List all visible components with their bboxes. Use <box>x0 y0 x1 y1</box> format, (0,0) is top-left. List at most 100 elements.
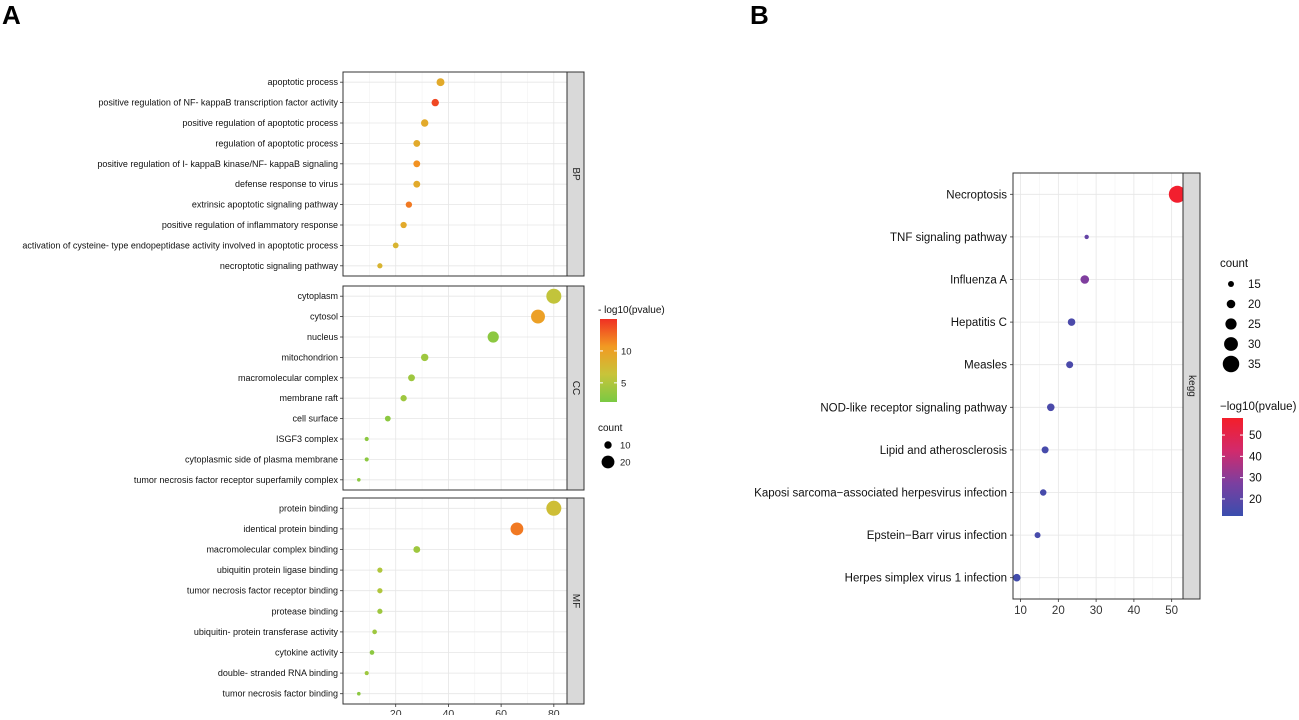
legend-color-title: −log10(pvalue) <box>1220 401 1297 413</box>
term-label: extrinsic apoptotic signaling pathway <box>192 200 339 210</box>
data-point <box>405 201 413 208</box>
term-label: positive regulation of NF- kappaB transc… <box>98 98 338 108</box>
legend-size-label: 20 <box>1248 299 1261 311</box>
data-point <box>546 500 562 516</box>
legend-size-title: count <box>598 423 623 434</box>
legend-size-label: 30 <box>1248 339 1261 351</box>
legend-size-dot <box>1228 281 1234 287</box>
term-label: cell surface <box>292 414 338 424</box>
facet-strip <box>566 285 585 491</box>
x-tick-label: 60 <box>495 708 507 715</box>
data-point <box>400 221 407 229</box>
term-label: Influenza A <box>950 275 1007 287</box>
term-label: double- stranded RNA binding <box>218 668 338 678</box>
legend-size-dot <box>601 455 615 469</box>
legend-size-label: 25 <box>1248 319 1261 331</box>
data-point <box>1066 361 1074 369</box>
legend-colorbar-label: 30 <box>1249 473 1262 485</box>
legend-size-dot <box>1224 337 1238 351</box>
term-label: cytokine activity <box>275 648 339 658</box>
term-label: Necroptosis <box>946 189 1007 201</box>
facet-panel-cc: cytoplasm cytosol nucleus mitochondrion macr… <box>134 285 585 491</box>
data-point <box>364 436 369 442</box>
data-point <box>377 567 383 573</box>
x-tick-label: 20 <box>390 708 402 715</box>
term-label: ubiquitin protein ligase binding <box>217 565 338 575</box>
legend-size-dot <box>1222 355 1240 373</box>
term-label: tumor necrosis factor binding <box>222 689 338 699</box>
facet-panel-kegg: Necroptosis TNF signaling pathway Influenz… <box>754 172 1201 600</box>
legend-size-dot <box>1226 299 1236 309</box>
data-point <box>487 331 499 343</box>
data-point <box>357 691 361 696</box>
term-label: Epstein−Barr virus infection <box>867 530 1007 542</box>
legend-size-label: 35 <box>1248 359 1261 371</box>
x-tick-label: 10 <box>1014 605 1027 617</box>
term-label: positive regulation of I- kappaB kinase/… <box>97 159 338 169</box>
x-tick-label: 40 <box>443 708 455 715</box>
legend-colorbar-label: 5 <box>621 378 626 389</box>
facet-strip <box>566 497 585 705</box>
data-point <box>1039 489 1047 496</box>
legend-color-title: - log10(pvalue) <box>598 305 665 316</box>
legend-color: - log10(pvalue) 5 10 <box>598 305 665 402</box>
panel-background <box>343 286 567 490</box>
legend-colorbar-label: 40 <box>1249 451 1262 463</box>
data-point <box>420 353 429 362</box>
term-label: tumor necrosis factor receptor superfami… <box>134 475 339 485</box>
data-point <box>1013 573 1021 582</box>
legend-size-dot <box>604 441 612 449</box>
data-point <box>531 309 545 324</box>
legend-size-label: 20 <box>620 458 631 469</box>
panel-b-letter: B <box>750 0 769 30</box>
data-point <box>364 671 369 676</box>
term-label: positive regulation of apoptotic process <box>182 118 338 128</box>
facet-panel-bp: apoptotic process positive regulation of … <box>22 71 585 277</box>
legend-size: count 15 20 25 30 35 <box>1220 258 1261 373</box>
facet-panel-mf: protein binding identical protein binding… <box>187 497 585 705</box>
term-label: membrane raft <box>279 393 338 403</box>
data-point <box>372 629 377 635</box>
data-point <box>364 457 369 462</box>
term-label: macromolecular complex binding <box>206 545 338 555</box>
legend-colorbar-label: 20 <box>1249 494 1262 506</box>
term-label: TNF signaling pathway <box>890 232 1007 244</box>
term-label: cytoplasmic side of plasma membrane <box>185 454 338 464</box>
legend-colorbar-label: 50 <box>1249 430 1262 442</box>
legend-colorbar-label: 10 <box>621 346 632 357</box>
x-tick-label: 80 <box>548 708 560 715</box>
data-point <box>431 98 439 107</box>
term-label: necroptotic signaling pathway <box>220 261 339 271</box>
panel-background <box>343 498 567 704</box>
data-point <box>413 160 421 168</box>
legend-color: −log10(pvalue) 20 30 40 50 <box>1220 401 1297 516</box>
data-point <box>1041 446 1049 454</box>
data-point <box>392 242 399 249</box>
term-label: protease binding <box>271 606 338 616</box>
chart-b: Necroptosis TNF signaling pathway Influenz… <box>754 172 1297 617</box>
panel-background <box>343 72 567 276</box>
term-label: apoptotic process <box>267 77 338 87</box>
facet-strip <box>1182 172 1201 600</box>
facet-strip-label: kegg <box>1186 375 1197 397</box>
data-point <box>1067 318 1076 326</box>
legend-size-dot <box>1225 318 1237 330</box>
term-label: regulation of apoptotic process <box>215 138 338 148</box>
panel-a-letter: A <box>2 0 21 30</box>
data-point <box>1047 403 1055 412</box>
legend-size-label: 15 <box>1248 279 1261 291</box>
data-point <box>420 119 429 127</box>
data-point <box>413 180 421 188</box>
data-point <box>377 588 383 594</box>
facet-strip-label: MF <box>570 594 581 608</box>
term-label: nucleus <box>307 332 339 342</box>
data-point <box>413 546 421 553</box>
term-label: mitochondrion <box>281 352 338 362</box>
legend-size: count 10 20 <box>598 423 631 469</box>
panel-background <box>1013 173 1183 599</box>
legend-size-title: count <box>1220 258 1249 270</box>
term-label: ISGF3 complex <box>276 434 339 444</box>
term-label: cytosol <box>310 312 338 322</box>
data-point <box>1168 185 1186 203</box>
